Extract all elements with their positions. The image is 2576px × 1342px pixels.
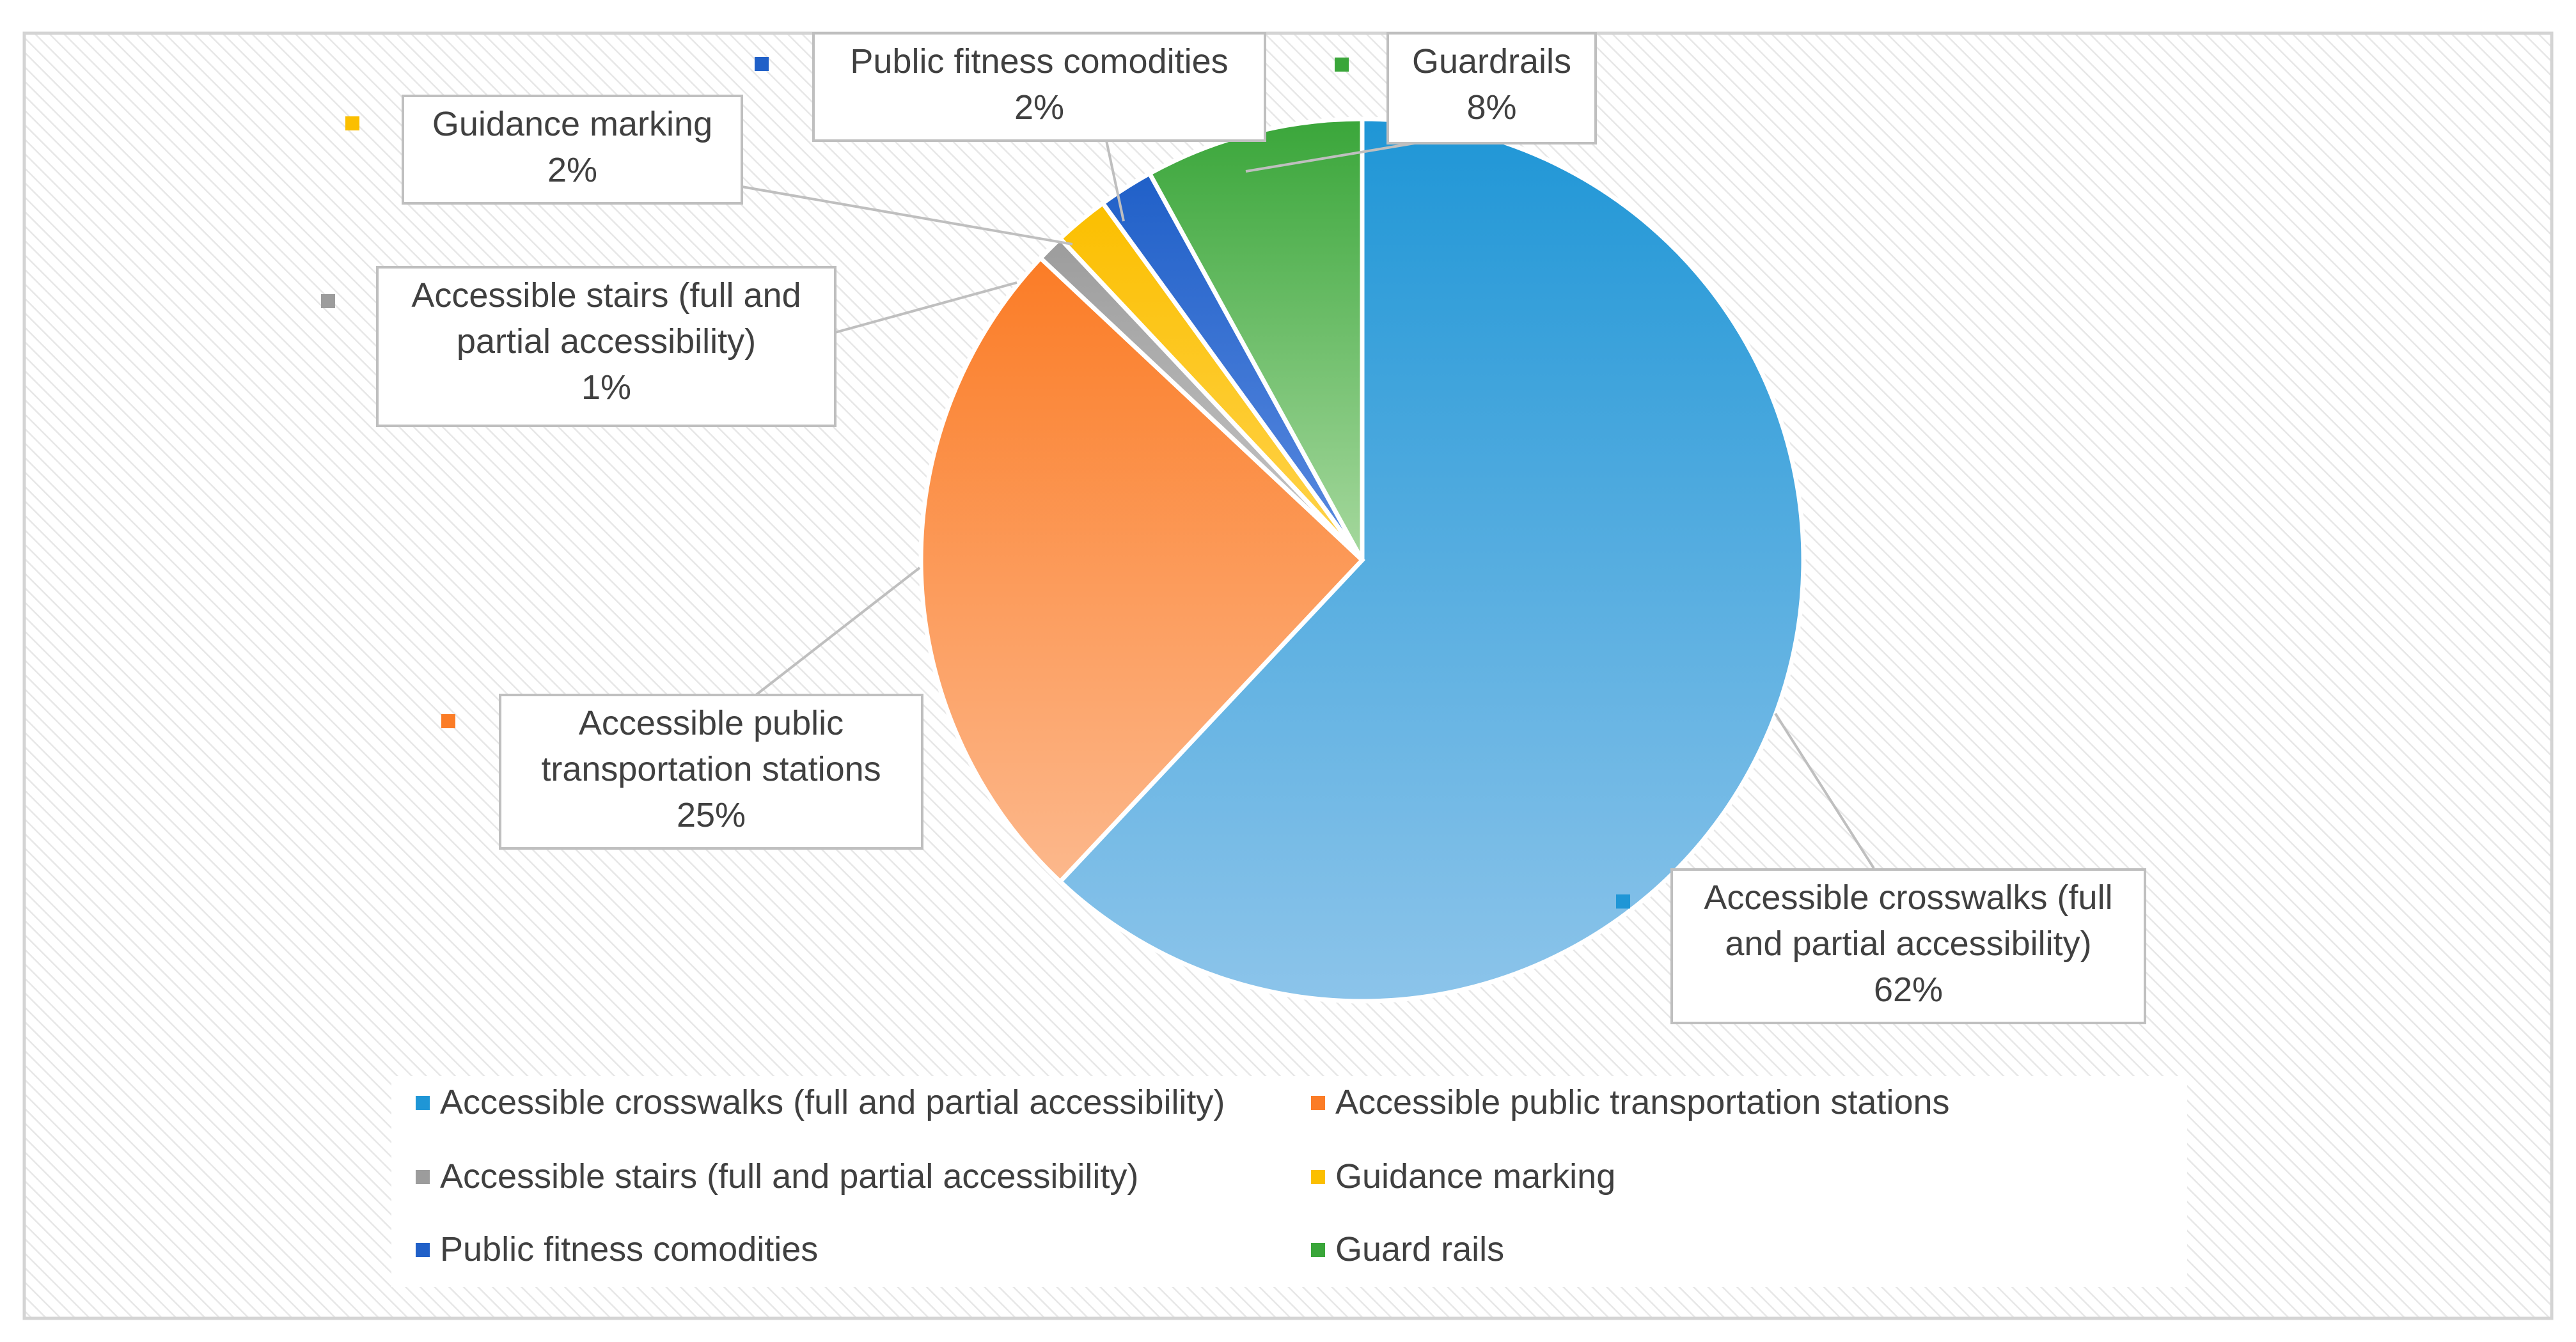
label-box: [1386, 32, 1597, 144]
label-marker-icon: [755, 57, 769, 71]
label-crosswalks: Accessible crosswalks (full and partial a…: [1616, 868, 2146, 1024]
leader-line: [755, 566, 921, 696]
leader-line: [1245, 142, 1415, 173]
label-category-text: Guidance marking: [432, 105, 712, 143]
legend-item: Accessible stairs (full and partial acce…: [416, 1157, 1138, 1196]
legend-item: Guidance marking: [1311, 1157, 1615, 1196]
label-category-text: and partial accessibility): [1725, 925, 2091, 963]
legend-label: Guidance marking: [1335, 1157, 1615, 1196]
legend-label: Accessible stairs (full and partial acce…: [440, 1157, 1138, 1196]
label-box: [812, 32, 1266, 142]
label-percent-text: 62%: [1874, 971, 1943, 1009]
legend-label: Accessible crosswalks (full and partial …: [440, 1083, 1225, 1121]
label-marker-icon: [321, 294, 335, 308]
legend: Accessible crosswalks (full and partial …: [416, 1083, 1950, 1268]
legend-swatch-icon: [1311, 1096, 1325, 1110]
label-percent-text: 8%: [1466, 88, 1516, 127]
legend-label: Accessible public transportation station…: [1335, 1083, 1950, 1121]
pie-slice-crosswalks: [1056, 116, 1806, 1004]
legend-background: [391, 1076, 2187, 1287]
legend-item: Public fitness comodities: [416, 1230, 818, 1268]
legend-label: Guard rails: [1335, 1230, 1504, 1268]
pie-slice-transport-stations: [918, 254, 1365, 885]
pie-slices: [918, 116, 1806, 1004]
label-marker-icon: [441, 714, 455, 728]
data-labels: Accessible crosswalks (full and partial a…: [321, 32, 2146, 1024]
legend-swatch-icon: [1311, 1243, 1325, 1257]
label-guidance-marking: Guidance marking 2%: [345, 95, 743, 205]
legend-item: Guard rails: [1311, 1230, 1504, 1268]
label-stairs: Accessible stairs (full and partial acces…: [321, 266, 836, 427]
label-transport-stations: Accessible public transportation stations…: [441, 694, 923, 850]
leader-line: [835, 281, 1017, 334]
legend-swatch-icon: [416, 1243, 430, 1257]
legend-label: Public fitness comodities: [440, 1230, 818, 1268]
leader-lines: [741, 140, 1875, 870]
leader-line: [1774, 712, 1875, 870]
label-category-text: Public fitness comodities: [850, 42, 1228, 81]
label-box: [376, 266, 836, 427]
label-category-text: partial accessibility): [457, 322, 756, 361]
leader-line: [741, 185, 1073, 246]
label-marker-icon: [345, 116, 359, 130]
label-marker-icon: [1335, 58, 1349, 72]
label-percent-text: 25%: [677, 796, 746, 834]
label-percent-text: 1%: [581, 368, 631, 407]
leader-line: [1105, 140, 1125, 222]
label-marker-icon: [1616, 894, 1630, 909]
label-percent-text: 2%: [547, 151, 597, 189]
label-category-text: Guardrails: [1412, 42, 1571, 81]
legend-swatch-icon: [416, 1096, 430, 1110]
legend-swatch-icon: [1311, 1170, 1325, 1184]
label-percent-text: 2%: [1014, 88, 1064, 127]
label-box: [1670, 868, 2146, 1024]
label-category-text: transportation stations: [541, 750, 881, 788]
label-category-text: Accessible public: [579, 704, 844, 742]
label-box: [499, 694, 923, 850]
label-box: [402, 95, 743, 205]
legend-item: Accessible crosswalks (full and partial …: [416, 1083, 1225, 1121]
label-category-text: Accessible stairs (full and: [411, 276, 801, 315]
label-fitness: Public fitness comodities 2%: [755, 32, 1266, 142]
label-category-text: Accessible crosswalks (full: [1704, 878, 2112, 917]
label-guardrails: Guardrails 8%: [1335, 32, 1597, 144]
legend-item: Accessible public transportation station…: [1311, 1083, 1950, 1121]
legend-swatch-icon: [416, 1170, 430, 1184]
